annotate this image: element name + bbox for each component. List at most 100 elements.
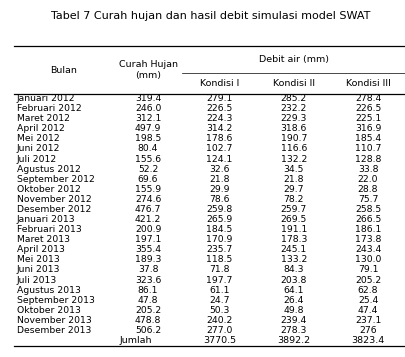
Text: 24.7: 24.7 bbox=[209, 296, 229, 305]
Text: 237.1: 237.1 bbox=[354, 316, 380, 325]
Text: 274.6: 274.6 bbox=[134, 195, 161, 204]
Text: Oktober 2012: Oktober 2012 bbox=[17, 185, 80, 194]
Text: 78.2: 78.2 bbox=[283, 195, 303, 204]
Text: 243.4: 243.4 bbox=[354, 245, 380, 254]
Text: 118.5: 118.5 bbox=[206, 255, 232, 265]
Text: 124.1: 124.1 bbox=[206, 155, 232, 164]
Text: 178.3: 178.3 bbox=[280, 235, 306, 244]
Text: 191.1: 191.1 bbox=[280, 225, 306, 234]
Text: 128.8: 128.8 bbox=[354, 155, 380, 164]
Text: 229.3: 229.3 bbox=[280, 114, 306, 123]
Text: 21.8: 21.8 bbox=[209, 175, 229, 184]
Text: Kondisi I: Kondisi I bbox=[199, 79, 239, 88]
Text: 205.2: 205.2 bbox=[134, 306, 161, 315]
Text: 205.2: 205.2 bbox=[354, 276, 380, 285]
Text: 130.0: 130.0 bbox=[354, 255, 380, 265]
Text: 170.9: 170.9 bbox=[206, 235, 232, 244]
Text: Januari 2012: Januari 2012 bbox=[17, 94, 75, 103]
Text: 421.2: 421.2 bbox=[134, 215, 161, 224]
Text: 226.5: 226.5 bbox=[354, 104, 380, 113]
Text: Maret 2013: Maret 2013 bbox=[17, 235, 70, 244]
Text: 278.4: 278.4 bbox=[354, 94, 380, 103]
Text: 285.2: 285.2 bbox=[280, 94, 306, 103]
Text: 476.7: 476.7 bbox=[134, 205, 161, 214]
Text: 259.8: 259.8 bbox=[206, 205, 232, 214]
Text: Juni 2013: Juni 2013 bbox=[17, 266, 60, 275]
Text: 32.6: 32.6 bbox=[209, 165, 229, 174]
Text: Agustus 2012: Agustus 2012 bbox=[17, 165, 80, 174]
Text: 197.7: 197.7 bbox=[206, 276, 232, 285]
Text: 3823.4: 3823.4 bbox=[351, 336, 384, 345]
Text: Kondisi II: Kondisi II bbox=[272, 79, 314, 88]
Text: 69.6: 69.6 bbox=[138, 175, 158, 184]
Text: 84.3: 84.3 bbox=[283, 266, 303, 275]
Text: 47.4: 47.4 bbox=[357, 306, 377, 315]
Text: November 2012: November 2012 bbox=[17, 195, 91, 204]
Text: Tabel 7 Curah hujan dan hasil debit simulasi model SWAT: Tabel 7 Curah hujan dan hasil debit simu… bbox=[51, 11, 370, 21]
Text: 203.8: 203.8 bbox=[280, 276, 306, 285]
Text: 64.1: 64.1 bbox=[283, 286, 303, 295]
Text: 29.9: 29.9 bbox=[209, 185, 229, 194]
Text: 239.4: 239.4 bbox=[280, 316, 306, 325]
Text: Jumlah: Jumlah bbox=[119, 336, 151, 345]
Text: 186.1: 186.1 bbox=[354, 225, 380, 234]
Text: 102.7: 102.7 bbox=[206, 145, 232, 154]
Text: Juli 2013: Juli 2013 bbox=[17, 276, 57, 285]
Text: 33.8: 33.8 bbox=[357, 165, 377, 174]
Text: 62.8: 62.8 bbox=[357, 286, 377, 295]
Text: 478.8: 478.8 bbox=[134, 316, 161, 325]
Text: September 2013: September 2013 bbox=[17, 296, 94, 305]
Text: 49.8: 49.8 bbox=[283, 306, 303, 315]
Text: 355.4: 355.4 bbox=[135, 245, 161, 254]
Text: 266.5: 266.5 bbox=[354, 215, 380, 224]
Text: 265.9: 265.9 bbox=[206, 215, 232, 224]
Text: 80.4: 80.4 bbox=[138, 145, 158, 154]
Text: 197.1: 197.1 bbox=[134, 235, 161, 244]
Text: 240.2: 240.2 bbox=[206, 316, 232, 325]
Text: Desember 2012: Desember 2012 bbox=[17, 205, 91, 214]
Text: 110.7: 110.7 bbox=[354, 145, 380, 154]
Text: Februari 2012: Februari 2012 bbox=[17, 104, 81, 113]
Text: 116.6: 116.6 bbox=[280, 145, 306, 154]
Text: 34.5: 34.5 bbox=[283, 165, 303, 174]
Text: 277.0: 277.0 bbox=[206, 326, 232, 335]
Text: Debit air (mm): Debit air (mm) bbox=[258, 55, 328, 65]
Text: 86.1: 86.1 bbox=[138, 286, 158, 295]
Text: 316.9: 316.9 bbox=[354, 124, 380, 133]
Text: 506.2: 506.2 bbox=[134, 326, 161, 335]
Text: 3770.5: 3770.5 bbox=[202, 336, 235, 345]
Text: November 2013: November 2013 bbox=[17, 316, 91, 325]
Text: 312.1: 312.1 bbox=[134, 114, 161, 123]
Text: 235.7: 235.7 bbox=[206, 245, 232, 254]
Text: 21.8: 21.8 bbox=[283, 175, 303, 184]
Text: 155.9: 155.9 bbox=[135, 185, 161, 194]
Text: 318.6: 318.6 bbox=[280, 124, 306, 133]
Text: 279.1: 279.1 bbox=[206, 94, 232, 103]
Text: 258.5: 258.5 bbox=[354, 205, 380, 214]
Text: 79.1: 79.1 bbox=[357, 266, 377, 275]
Text: 173.8: 173.8 bbox=[354, 235, 380, 244]
Text: 198.5: 198.5 bbox=[134, 134, 161, 144]
Text: 185.4: 185.4 bbox=[354, 134, 380, 144]
Text: 189.3: 189.3 bbox=[134, 255, 161, 265]
Text: Kondisi III: Kondisi III bbox=[345, 79, 390, 88]
Text: 25.4: 25.4 bbox=[357, 296, 377, 305]
Text: 78.6: 78.6 bbox=[209, 195, 229, 204]
Text: 132.2: 132.2 bbox=[280, 155, 306, 164]
Text: 224.3: 224.3 bbox=[206, 114, 232, 123]
Text: Oktober 2013: Oktober 2013 bbox=[17, 306, 80, 315]
Text: 200.9: 200.9 bbox=[134, 225, 161, 234]
Text: 29.7: 29.7 bbox=[283, 185, 303, 194]
Text: 278.3: 278.3 bbox=[280, 326, 306, 335]
Text: 37.8: 37.8 bbox=[138, 266, 158, 275]
Text: September 2012: September 2012 bbox=[17, 175, 94, 184]
Text: Juli 2012: Juli 2012 bbox=[17, 155, 57, 164]
Text: 133.2: 133.2 bbox=[280, 255, 306, 265]
Text: 246.0: 246.0 bbox=[134, 104, 161, 113]
Text: 245.1: 245.1 bbox=[280, 245, 306, 254]
Text: April 2013: April 2013 bbox=[17, 245, 64, 254]
Text: 47.8: 47.8 bbox=[138, 296, 158, 305]
Text: Juni 2012: Juni 2012 bbox=[17, 145, 60, 154]
Text: 28.8: 28.8 bbox=[357, 185, 377, 194]
Text: 22.0: 22.0 bbox=[357, 175, 377, 184]
